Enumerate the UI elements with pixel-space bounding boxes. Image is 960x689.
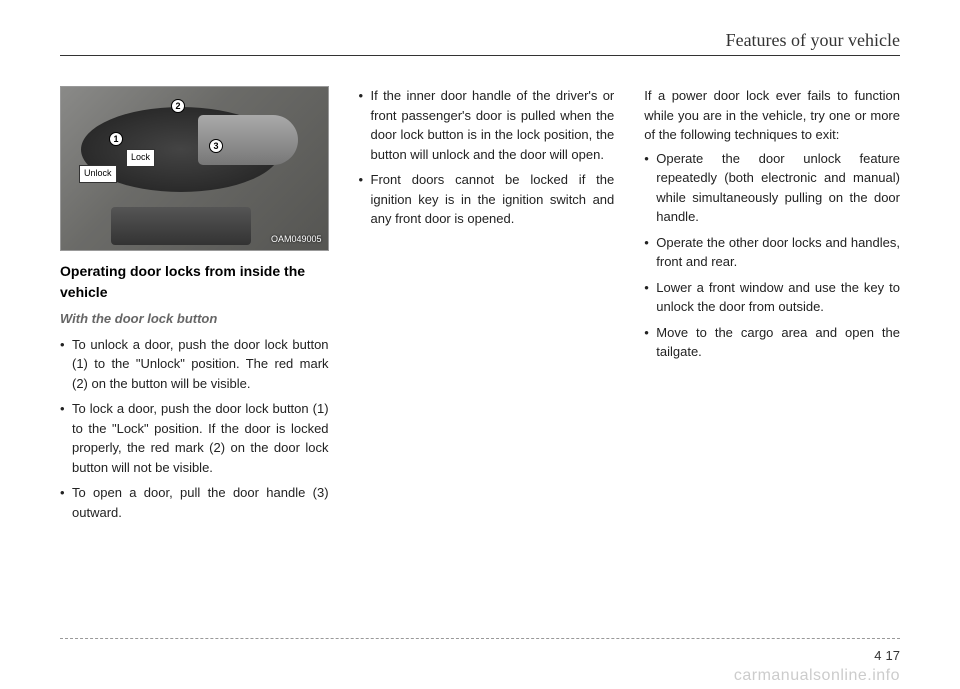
content-area: Unlock Lock 1 2 3 OAM049005 Operating do…: [60, 86, 900, 528]
page-number: 4 17: [874, 648, 900, 663]
marker-2: 2: [171, 99, 185, 113]
door-lock-figure: Unlock Lock 1 2 3 OAM049005: [60, 86, 329, 251]
header-title: Features of your vehicle: [726, 30, 900, 50]
chapter-number: 4: [874, 648, 881, 663]
switch-panel: [111, 207, 251, 245]
list-item: Operate the door unlock feature repeated…: [644, 149, 900, 227]
bullet-list-col3: Operate the door unlock feature repeated…: [644, 149, 900, 362]
bullet-list-col1: To unlock a door, push the door lock but…: [60, 335, 329, 523]
section-title: Operating door locks from inside the veh…: [60, 261, 329, 303]
list-item: Operate the other door locks and handles…: [644, 233, 900, 272]
image-code: OAM049005: [271, 233, 322, 247]
column-2: If the inner door handle of the driver's…: [359, 86, 615, 528]
list-item: To open a door, pull the door handle (3)…: [60, 483, 329, 522]
watermark: carmanualsonline.info: [734, 667, 900, 685]
column-1: Unlock Lock 1 2 3 OAM049005 Operating do…: [60, 86, 329, 528]
callout-lock: Lock: [126, 149, 155, 167]
intro-paragraph: If a power door lock ever fails to funct…: [644, 86, 900, 145]
list-item: Move to the cargo area and open the tail…: [644, 323, 900, 362]
list-item: Front doors cannot be locked if the igni…: [359, 170, 615, 229]
page-header: Features of your vehicle: [60, 30, 900, 56]
list-item: Lower a front window and use the key to …: [644, 278, 900, 317]
list-item: To unlock a door, push the door lock but…: [60, 335, 329, 394]
list-item: To lock a door, push the door lock butto…: [60, 399, 329, 477]
bullet-list-col2: If the inner door handle of the driver's…: [359, 86, 615, 229]
callout-unlock: Unlock: [79, 165, 117, 183]
column-3: If a power door lock ever fails to funct…: [644, 86, 900, 528]
marker-1: 1: [109, 132, 123, 146]
list-item: If the inner door handle of the driver's…: [359, 86, 615, 164]
manual-page: Features of your vehicle Unlock Lock 1 2…: [0, 0, 960, 689]
footer-divider: [60, 638, 900, 639]
sub-title: With the door lock button: [60, 309, 329, 329]
marker-3: 3: [209, 139, 223, 153]
page-number-value: 17: [886, 648, 900, 663]
